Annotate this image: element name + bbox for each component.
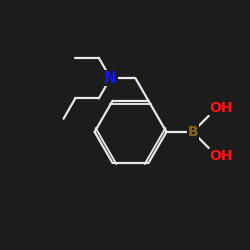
Text: OH: OH (210, 100, 233, 114)
Text: OH: OH (210, 149, 233, 163)
Text: N: N (104, 70, 117, 86)
Text: B: B (187, 125, 198, 139)
